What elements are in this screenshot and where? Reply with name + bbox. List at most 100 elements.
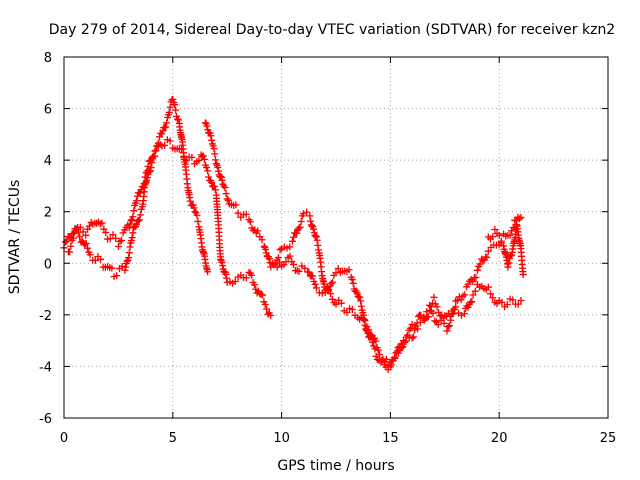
x-axis-label: GPS time / hours xyxy=(277,458,394,474)
data-point xyxy=(76,233,84,241)
data-point xyxy=(188,153,196,161)
data-point xyxy=(311,280,319,288)
data-point xyxy=(353,289,361,297)
data-point xyxy=(275,258,283,266)
data-point xyxy=(161,141,169,149)
data-point xyxy=(91,256,99,264)
data-point xyxy=(299,210,307,218)
data-point xyxy=(212,156,220,164)
series-3 xyxy=(201,119,525,369)
data-point xyxy=(127,237,135,245)
data-point xyxy=(123,257,131,265)
data-point xyxy=(128,234,136,242)
data-point xyxy=(82,231,90,239)
series-5 xyxy=(484,221,527,279)
data-point xyxy=(408,334,416,342)
data-point xyxy=(113,272,121,280)
data-point xyxy=(85,222,93,230)
data-point xyxy=(398,343,406,351)
y-tick-label: 6 xyxy=(44,103,52,118)
data-point xyxy=(495,231,503,239)
data-point xyxy=(445,322,453,330)
data-point xyxy=(306,212,314,220)
data-point xyxy=(486,290,494,298)
data-point xyxy=(204,167,212,175)
data-point xyxy=(360,311,368,319)
data-point xyxy=(210,182,218,190)
data-point xyxy=(163,119,171,127)
data-point xyxy=(514,300,522,308)
data-point xyxy=(222,270,230,278)
data-point xyxy=(391,353,399,361)
data-point xyxy=(135,216,143,224)
data-point xyxy=(413,319,421,327)
data-point xyxy=(258,236,266,244)
data-point xyxy=(148,159,156,167)
data-point xyxy=(362,326,370,334)
data-point xyxy=(361,321,369,329)
data-point xyxy=(112,234,120,242)
data-point xyxy=(327,280,335,288)
data-point xyxy=(461,291,469,299)
data-point xyxy=(246,218,254,226)
data-point xyxy=(412,322,420,330)
data-point xyxy=(472,274,480,282)
data-point xyxy=(334,265,342,273)
data-point xyxy=(408,320,416,328)
data-point xyxy=(116,238,124,246)
data-point xyxy=(293,229,301,237)
data-point xyxy=(303,208,311,216)
data-point xyxy=(310,225,318,233)
data-point xyxy=(169,95,177,103)
data-point xyxy=(217,173,225,181)
data-point xyxy=(166,103,174,111)
data-point xyxy=(386,363,394,371)
data-point xyxy=(374,346,382,354)
data-point xyxy=(122,263,130,271)
data-point xyxy=(489,233,497,241)
data-point xyxy=(224,196,232,204)
y-tick-label: 2 xyxy=(44,206,52,221)
data-point xyxy=(174,116,182,124)
data-point xyxy=(290,261,298,269)
data-point xyxy=(203,122,211,130)
data-point xyxy=(218,258,226,266)
data-point xyxy=(242,274,250,282)
data-point xyxy=(127,217,135,225)
data-point xyxy=(159,127,167,135)
data-series xyxy=(60,95,527,374)
data-point xyxy=(84,244,92,252)
data-point xyxy=(308,222,316,230)
data-point xyxy=(248,271,256,279)
data-point xyxy=(484,247,492,255)
data-point xyxy=(205,173,213,181)
data-point xyxy=(242,210,250,218)
data-point xyxy=(286,252,294,260)
data-point xyxy=(440,319,448,327)
data-point xyxy=(286,243,294,251)
data-point xyxy=(129,229,137,237)
data-point xyxy=(504,263,512,271)
data-point xyxy=(348,275,356,283)
data-point xyxy=(74,228,82,236)
data-point xyxy=(211,186,219,194)
data-point xyxy=(448,310,456,318)
data-point xyxy=(464,280,472,288)
data-point xyxy=(223,195,231,203)
y-tick-label: -4 xyxy=(39,360,52,375)
x-tick-label: 25 xyxy=(600,431,617,446)
data-point xyxy=(314,241,322,249)
data-point xyxy=(207,132,215,140)
data-point xyxy=(214,167,222,175)
data-point xyxy=(433,303,441,311)
axis-ticks: 0 5 10 15 20 25 -6 -4 -2 0 2 4 6 8 xyxy=(39,51,616,446)
data-point xyxy=(220,182,228,190)
data-point xyxy=(519,271,527,279)
data-point xyxy=(312,284,320,292)
data-point xyxy=(102,229,110,237)
data-point xyxy=(136,189,144,197)
data-point xyxy=(364,329,372,337)
data-point xyxy=(305,268,313,276)
data-point xyxy=(129,213,137,221)
y-axis-label: SDTVAR / TECUs xyxy=(7,180,23,295)
